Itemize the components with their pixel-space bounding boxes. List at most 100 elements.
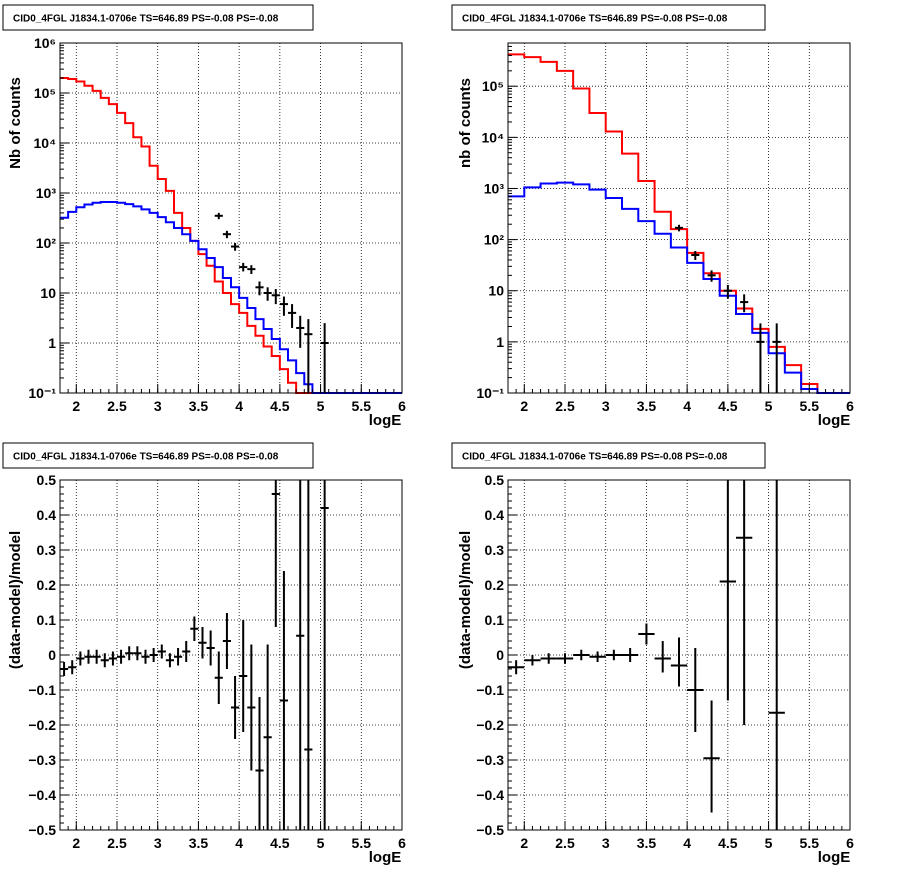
chart-title: CID0_4FGL J1834.1-0706e TS=646.89 PS=-0.… — [462, 452, 728, 463]
y-tick-label: 0 — [48, 647, 56, 663]
x-tick-label: 4.5 — [270, 835, 290, 851]
data-point — [271, 289, 280, 305]
data-point — [263, 644, 272, 830]
data-point — [247, 644, 256, 771]
data-point — [707, 270, 716, 282]
data-point — [190, 616, 199, 641]
y-tick-label: 10⁵ — [482, 78, 504, 94]
x-tick-label: 5.5 — [800, 398, 820, 414]
y-tick-label: 0.3 — [37, 542, 57, 558]
x-tick-label: 3 — [154, 398, 162, 414]
data-point — [304, 480, 313, 830]
chart-title-box — [2, 442, 314, 469]
y-tick-label: 0.5 — [485, 472, 505, 488]
y-tick-label: 10⁵ — [34, 85, 56, 101]
data-point — [756, 323, 765, 393]
plot-frame — [507, 42, 851, 394]
x-tick-label: 2.5 — [555, 835, 575, 851]
x-axis-label: logE — [818, 849, 851, 866]
data-point — [157, 644, 166, 659]
data-point — [296, 480, 305, 830]
data-point — [92, 649, 101, 664]
data-point — [556, 653, 574, 664]
step-line-model_total — [60, 76, 321, 394]
y-tick-label: −0.4 — [476, 787, 504, 803]
chart-panel-bottom-right: CID0_4FGL J1834.1-0706e TS=646.89 PS=-0.… — [451, 442, 854, 866]
data-point — [670, 637, 688, 687]
x-tick-label: 3.5 — [637, 835, 657, 851]
data-point — [247, 265, 256, 274]
y-tick-label: 0 — [496, 647, 504, 663]
data-point — [573, 649, 590, 661]
y-tick-label: 0.1 — [485, 612, 505, 628]
chart-title: CID0_4FGL J1834.1-0706e TS=646.89 PS=-0.… — [13, 452, 279, 463]
data-point — [149, 648, 158, 662]
y-axis-label: (data-model)/model — [7, 531, 24, 669]
x-tick-label: 5 — [765, 398, 773, 414]
y-tick-label: 10⁴ — [482, 129, 505, 145]
data-point — [320, 480, 329, 830]
x-tick-label: 6 — [846, 398, 854, 414]
data-point — [622, 648, 639, 662]
x-tick-label: 5.5 — [352, 835, 372, 851]
data-point — [279, 296, 288, 316]
y-tick-label: 10 — [40, 285, 56, 301]
y-tick-label: 10 — [488, 283, 504, 299]
y-tick-label: 10⁻¹ — [476, 385, 504, 401]
y-tick-label: −0.3 — [28, 752, 56, 768]
data-point — [206, 630, 215, 666]
data-point — [703, 700, 720, 813]
data-point — [654, 641, 671, 673]
data-point — [182, 641, 191, 662]
data-point — [263, 287, 272, 301]
y-tick-label: 0.5 — [37, 472, 57, 488]
y-tick-label: −0.1 — [476, 682, 504, 698]
y-axis-label: nb of counts — [457, 78, 474, 168]
chart-panel-bottom-left: CID0_4FGL J1834.1-0706e TS=646.89 PS=-0.… — [2, 442, 406, 866]
data-point — [605, 649, 622, 661]
data-point — [719, 480, 736, 701]
chart-title: CID0_4FGL J1834.1-0706e TS=646.89 PS=-0.… — [462, 14, 728, 25]
y-tick-label: 10⁴ — [34, 135, 57, 151]
data-point — [320, 323, 329, 393]
x-tick-label: 5.5 — [352, 398, 372, 414]
data-point — [239, 620, 248, 732]
chart-title-box — [451, 4, 766, 31]
data-point — [768, 480, 785, 830]
data-point — [288, 304, 297, 328]
x-tick-label: 5 — [317, 835, 325, 851]
data-point — [772, 323, 781, 393]
data-point — [76, 651, 85, 666]
data-point — [540, 653, 557, 664]
y-tick-label: −0.2 — [476, 717, 504, 733]
data-point — [508, 660, 525, 675]
x-tick-label: 3.5 — [637, 398, 657, 414]
step-line-model_source — [60, 201, 402, 394]
x-tick-label: 4 — [683, 398, 691, 414]
data-point — [589, 651, 606, 662]
data-point — [255, 697, 264, 830]
data-point — [271, 480, 280, 627]
chart-title-box — [451, 442, 766, 469]
y-tick-label: 1 — [48, 335, 56, 351]
x-tick-label: 2.5 — [107, 835, 127, 851]
y-tick-label: 10² — [484, 232, 505, 248]
data-point — [231, 243, 240, 251]
data-point — [174, 648, 183, 666]
x-tick-label: 4 — [683, 835, 691, 851]
x-tick-label: 2 — [72, 835, 80, 851]
data-point — [84, 649, 93, 664]
x-tick-label: 4.5 — [270, 398, 290, 414]
y-tick-label: 10⁻¹ — [28, 385, 56, 401]
x-tick-label: 3.5 — [189, 835, 209, 851]
y-tick-label: −0.1 — [28, 682, 56, 698]
x-tick-label: 4.5 — [718, 398, 738, 414]
data-point — [68, 660, 77, 675]
data-point — [239, 262, 248, 272]
y-tick-label: 10³ — [484, 180, 505, 196]
x-tick-label: 2 — [72, 398, 80, 414]
chart-title-box — [2, 4, 314, 31]
y-tick-label: −0.2 — [28, 717, 56, 733]
data-point — [231, 676, 240, 739]
